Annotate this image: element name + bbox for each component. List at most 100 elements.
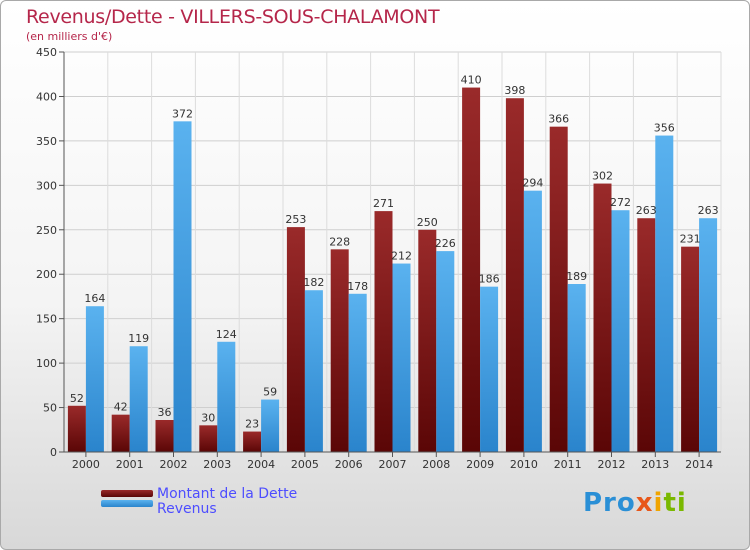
bar-revenue-2013 xyxy=(655,135,674,453)
data-label-revenue-2014: 263 xyxy=(698,204,719,217)
legend-label-revenue: Revenus xyxy=(157,501,217,517)
data-label-revenue-2008: 226 xyxy=(435,237,456,250)
bar-revenue-2005 xyxy=(304,290,323,452)
data-label-revenue-2001: 119 xyxy=(128,332,149,345)
y-tick-label: 350 xyxy=(36,135,57,148)
x-tick-label-2009: 2009 xyxy=(466,458,494,471)
y-tick-label: 150 xyxy=(36,313,57,326)
legend-label-debt: Montant de la Dette xyxy=(157,486,298,502)
bar-revenue-2010 xyxy=(523,190,542,452)
bar-revenue-2009 xyxy=(480,286,499,452)
x-tick-label-2007: 2007 xyxy=(379,458,407,471)
x-tick-label-2008: 2008 xyxy=(422,458,450,471)
data-label-revenue-2000: 164 xyxy=(84,292,105,305)
proxiti-logo: Proxiti xyxy=(583,488,687,518)
x-tick-label-2011: 2011 xyxy=(554,458,582,471)
x-tick-label-2004: 2004 xyxy=(247,458,275,471)
y-tick-label: 200 xyxy=(36,268,57,281)
data-label-debt-2010: 398 xyxy=(504,84,525,97)
bar-debt-2001 xyxy=(111,414,130,452)
x-tick-label-2003: 2003 xyxy=(203,458,231,471)
legend-swatch-debt xyxy=(101,490,153,497)
bar-revenue-2003 xyxy=(217,341,236,452)
y-tick-label: 250 xyxy=(36,224,57,237)
bar-debt-2000 xyxy=(67,405,86,452)
data-label-debt-2000: 52 xyxy=(70,392,84,405)
logo-part-3: i xyxy=(653,488,664,518)
data-label-revenue-2012: 272 xyxy=(610,196,631,209)
data-label-revenue-2010: 294 xyxy=(522,177,543,190)
bar-debt-2011 xyxy=(549,126,568,453)
bar-revenue-2004 xyxy=(261,399,280,452)
data-label-revenue-2013: 356 xyxy=(654,122,675,135)
logo-part-2: x xyxy=(635,488,654,518)
bar-revenue-2006 xyxy=(348,293,367,452)
bar-debt-2013 xyxy=(637,218,656,452)
bar-debt-2002 xyxy=(155,420,174,452)
data-label-debt-2007: 271 xyxy=(373,197,394,210)
y-tick-label: 450 xyxy=(36,46,57,59)
bar-debt-2014 xyxy=(681,246,700,452)
bar-debt-2006 xyxy=(330,249,349,452)
bar-revenue-2000 xyxy=(85,306,104,452)
data-label-debt-2003: 30 xyxy=(201,411,215,424)
legend-swatch-revenue xyxy=(101,500,153,507)
data-label-debt-2001: 42 xyxy=(114,401,128,414)
y-tick-label: 50 xyxy=(43,402,57,415)
x-tick-label-2010: 2010 xyxy=(510,458,538,471)
bar-revenue-2002 xyxy=(173,121,192,452)
data-label-debt-2009: 410 xyxy=(461,74,482,87)
data-label-debt-2008: 250 xyxy=(417,216,438,229)
chart-title: Revenus/Dette - VILLERS-SOUS-CHALAMONT xyxy=(26,6,440,28)
data-label-debt-2013: 263 xyxy=(636,204,657,217)
bar-debt-2009 xyxy=(462,87,481,453)
bar-debt-2012 xyxy=(593,183,612,453)
x-tick-label-2001: 2001 xyxy=(116,458,144,471)
data-label-debt-2012: 302 xyxy=(592,170,613,183)
bar-debt-2008 xyxy=(418,229,437,452)
bar-revenue-2014 xyxy=(699,218,718,452)
y-tick-label: 400 xyxy=(36,90,57,103)
x-tick-label-2014: 2014 xyxy=(685,458,713,471)
data-label-revenue-2002: 372 xyxy=(172,107,193,120)
bar-revenue-2001 xyxy=(129,346,148,452)
data-label-debt-2002: 36 xyxy=(158,406,172,419)
x-tick-label-2012: 2012 xyxy=(598,458,626,471)
x-tick-label-2000: 2000 xyxy=(72,458,100,471)
data-label-debt-2011: 366 xyxy=(548,113,569,126)
data-label-debt-2014: 231 xyxy=(680,233,701,246)
bar-revenue-2007 xyxy=(392,263,411,452)
bar-revenue-2008 xyxy=(436,251,455,452)
data-label-revenue-2005: 182 xyxy=(303,276,324,289)
x-tick-label-2006: 2006 xyxy=(335,458,363,471)
y-tick-label: 0 xyxy=(50,446,57,459)
logo-part-4: ti xyxy=(663,488,687,518)
axes: 0 50 100 150 200 250 300 350 400 450 2000 2001 2002 2… xyxy=(36,46,721,471)
bar-debt-2004 xyxy=(243,431,262,452)
x-tick-label-2005: 2005 xyxy=(291,458,319,471)
bar-revenue-2012 xyxy=(611,210,630,452)
x-tick-label-2002: 2002 xyxy=(160,458,188,471)
bar-debt-2005 xyxy=(286,227,305,452)
y-tick-label: 300 xyxy=(36,179,57,192)
bars xyxy=(67,87,718,453)
data-label-revenue-2003: 124 xyxy=(216,328,237,341)
y-tick-label: 100 xyxy=(36,357,57,370)
data-label-revenue-2007: 212 xyxy=(391,250,412,263)
bar-revenue-2011 xyxy=(567,284,586,452)
chart-subtitle: (en milliers d'€) xyxy=(26,30,113,43)
bar-debt-2007 xyxy=(374,211,393,452)
data-label-revenue-2006: 178 xyxy=(347,280,368,293)
bar-debt-2003 xyxy=(199,425,218,452)
data-label-revenue-2004: 59 xyxy=(263,386,277,399)
x-tick-label-2013: 2013 xyxy=(641,458,669,471)
bar-debt-2010 xyxy=(505,98,524,452)
data-label-debt-2005: 253 xyxy=(285,213,306,226)
data-label-revenue-2009: 186 xyxy=(479,273,500,286)
data-label-debt-2006: 228 xyxy=(329,235,350,248)
data-label-revenue-2011: 189 xyxy=(566,270,587,283)
logo-part-1: Pro xyxy=(583,488,636,518)
data-labels: 52 164 42 119 36 372 30 124 23 59 253 182 228 178 271 2… xyxy=(70,74,719,431)
